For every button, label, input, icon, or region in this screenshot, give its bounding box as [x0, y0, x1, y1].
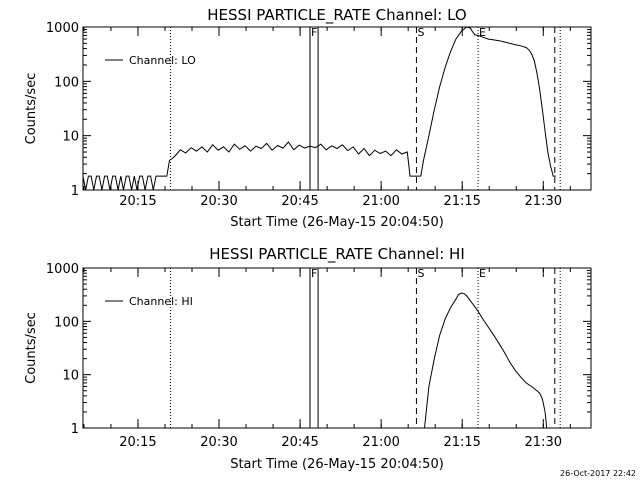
- y-tick-label: 1000: [46, 262, 79, 277]
- x-tick-label: 21:00: [362, 194, 399, 209]
- x-tick-label: 21:00: [362, 435, 399, 450]
- chart-panel-hi: HESSI PARTICLE_RATE Channel: HI 1 10 100 100…: [24, 245, 592, 472]
- y-tick-label: 100: [54, 75, 79, 90]
- generation-timestamp: 26-Oct-2017 22:42: [560, 469, 636, 478]
- chart-title: HESSI PARTICLE_RATE Channel: HI: [209, 245, 465, 264]
- y-tick-label: 100: [54, 315, 79, 330]
- y-axis-label: Counts/sec: [24, 312, 39, 384]
- x-tick-label: 20:15: [119, 194, 156, 209]
- y-axis-label: Counts/sec: [24, 73, 39, 145]
- y-tick-label: 1000: [46, 21, 79, 36]
- y-tick-label: 1: [71, 422, 79, 437]
- x-tick-label: 21:30: [525, 194, 562, 209]
- legend-label: Channel: LO: [129, 54, 196, 67]
- plot-frame: [82, 267, 592, 429]
- legend-label: Channel: HI: [129, 295, 193, 308]
- x-tick-label: 21:15: [443, 194, 480, 209]
- x-tick-label: 20:30: [200, 435, 237, 450]
- event-marker-label: S: [417, 26, 424, 39]
- x-axis-label: Start Time (26-May-15 20:04:50): [230, 457, 444, 472]
- x-tick-label: 20:30: [200, 194, 237, 209]
- x-tick-label: 21:15: [443, 435, 480, 450]
- event-marker-label: S: [417, 267, 424, 280]
- x-tick-label: 21:30: [525, 435, 562, 450]
- plot-frame: [82, 26, 592, 191]
- chart-title: HESSI PARTICLE_RATE Channel: LO: [207, 6, 466, 25]
- x-tick-label: 20:45: [281, 194, 318, 209]
- event-marker-label: E: [479, 26, 486, 39]
- x-axis-label: Start Time (26-May-15 20:04:50): [230, 215, 444, 230]
- data-series-line: [424, 292, 548, 429]
- event-marker-label: E: [479, 267, 486, 280]
- y-tick-label: 1: [71, 184, 79, 199]
- y-tick-label: 10: [62, 369, 79, 384]
- y-tick-label: 10: [62, 130, 79, 145]
- data-series-line: [82, 26, 556, 191]
- x-tick-label: 20:45: [281, 435, 318, 450]
- chart-panel-lo: HESSI PARTICLE_RATE Channel: LO 1 10 100 100…: [24, 6, 592, 230]
- event-marker-label: F: [311, 267, 317, 280]
- x-tick-label: 20:15: [119, 435, 156, 450]
- event-marker-label: F: [311, 26, 317, 39]
